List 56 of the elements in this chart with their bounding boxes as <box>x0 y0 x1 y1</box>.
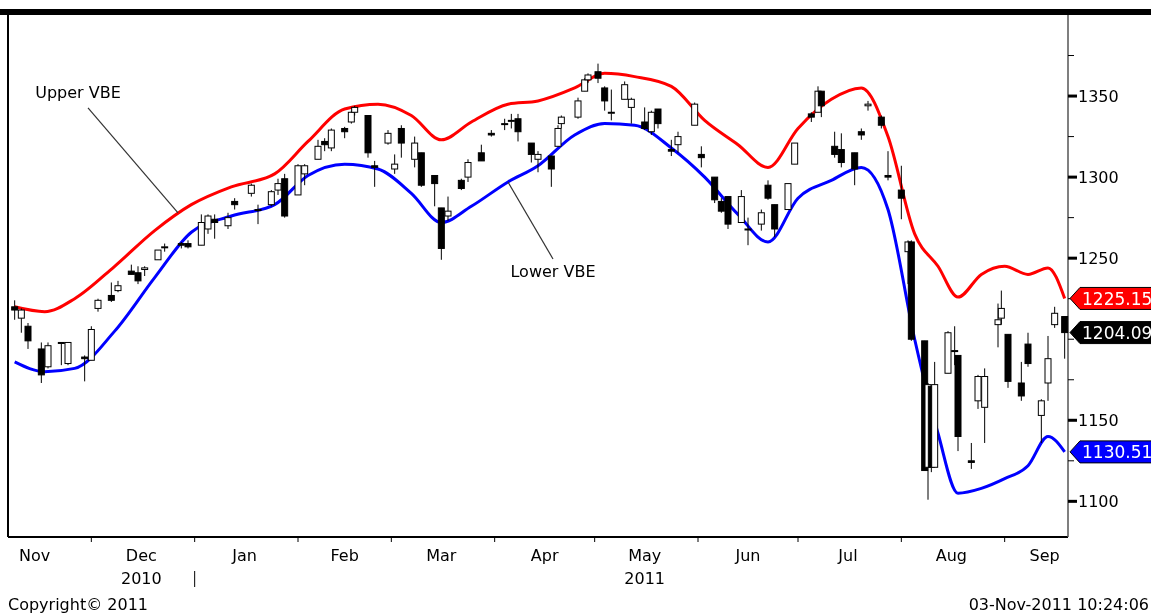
x-tick-label: Mar <box>426 546 457 565</box>
candlestick <box>24 322 32 350</box>
candlestick <box>547 155 555 188</box>
candlestick <box>691 102 699 126</box>
x-tick-label: Sep <box>1029 546 1060 565</box>
candlestick <box>744 217 752 246</box>
candlestick <box>107 281 115 303</box>
candlestick <box>397 124 405 159</box>
x-tick-label: Apr <box>530 546 559 565</box>
candlestick <box>791 142 799 165</box>
candlestick <box>1051 306 1059 329</box>
x-tick-label: Jun <box>734 546 761 565</box>
y-tick-label: 1100 <box>1078 491 1119 511</box>
x-tick-label: Jan <box>231 546 257 565</box>
annotation: Upper VBE <box>35 82 121 102</box>
annotation: 1225.15 <box>1082 288 1151 309</box>
x-tick-label: Feb <box>330 546 359 565</box>
candlestick <box>851 152 859 186</box>
x-tick-label: Nov <box>19 546 51 565</box>
candlestick <box>967 442 975 470</box>
candlestick <box>884 150 892 181</box>
candlestick <box>897 165 905 220</box>
candlestick <box>864 100 872 112</box>
annotation: 1204.09 <box>1082 322 1151 343</box>
candlestick <box>391 153 399 175</box>
candlestick <box>431 174 439 207</box>
candlestick <box>757 209 765 232</box>
candlestick <box>674 131 682 154</box>
candlestick <box>1037 398 1045 444</box>
x-tick-label: Jul <box>837 546 858 565</box>
annotation: Lower VBE <box>510 261 596 281</box>
candlestick <box>254 204 262 225</box>
candlestick <box>114 280 122 293</box>
candlestick <box>1017 361 1025 402</box>
candlestick <box>464 158 472 183</box>
y-tick-label: 1300 <box>1078 167 1119 187</box>
text: Copyright© 2011 <box>8 595 148 613</box>
x-tick-label: Dec 2010 <box>120 546 162 588</box>
y-tick-label: 1150 <box>1078 410 1119 430</box>
x-tick-label: May 2011 <box>624 546 666 588</box>
candlestick <box>817 90 825 118</box>
line-series <box>13 71 1067 314</box>
text: 03-Nov-2011 10:24:06 <box>968 595 1149 613</box>
x-tick-label: Aug <box>935 546 967 565</box>
candlestick <box>711 176 719 204</box>
annotation: 1130.51 <box>1082 442 1151 462</box>
candlestick <box>574 97 582 120</box>
y-tick-label: 1350 <box>1078 86 1119 106</box>
y-tick-label: 1250 <box>1078 248 1119 268</box>
candlestick <box>697 145 705 168</box>
candlestick <box>594 63 602 84</box>
candlestick <box>601 85 609 112</box>
candlestick <box>607 89 615 121</box>
candlestick <box>371 160 379 188</box>
candlestick <box>1024 332 1032 368</box>
candlestick <box>764 179 772 201</box>
